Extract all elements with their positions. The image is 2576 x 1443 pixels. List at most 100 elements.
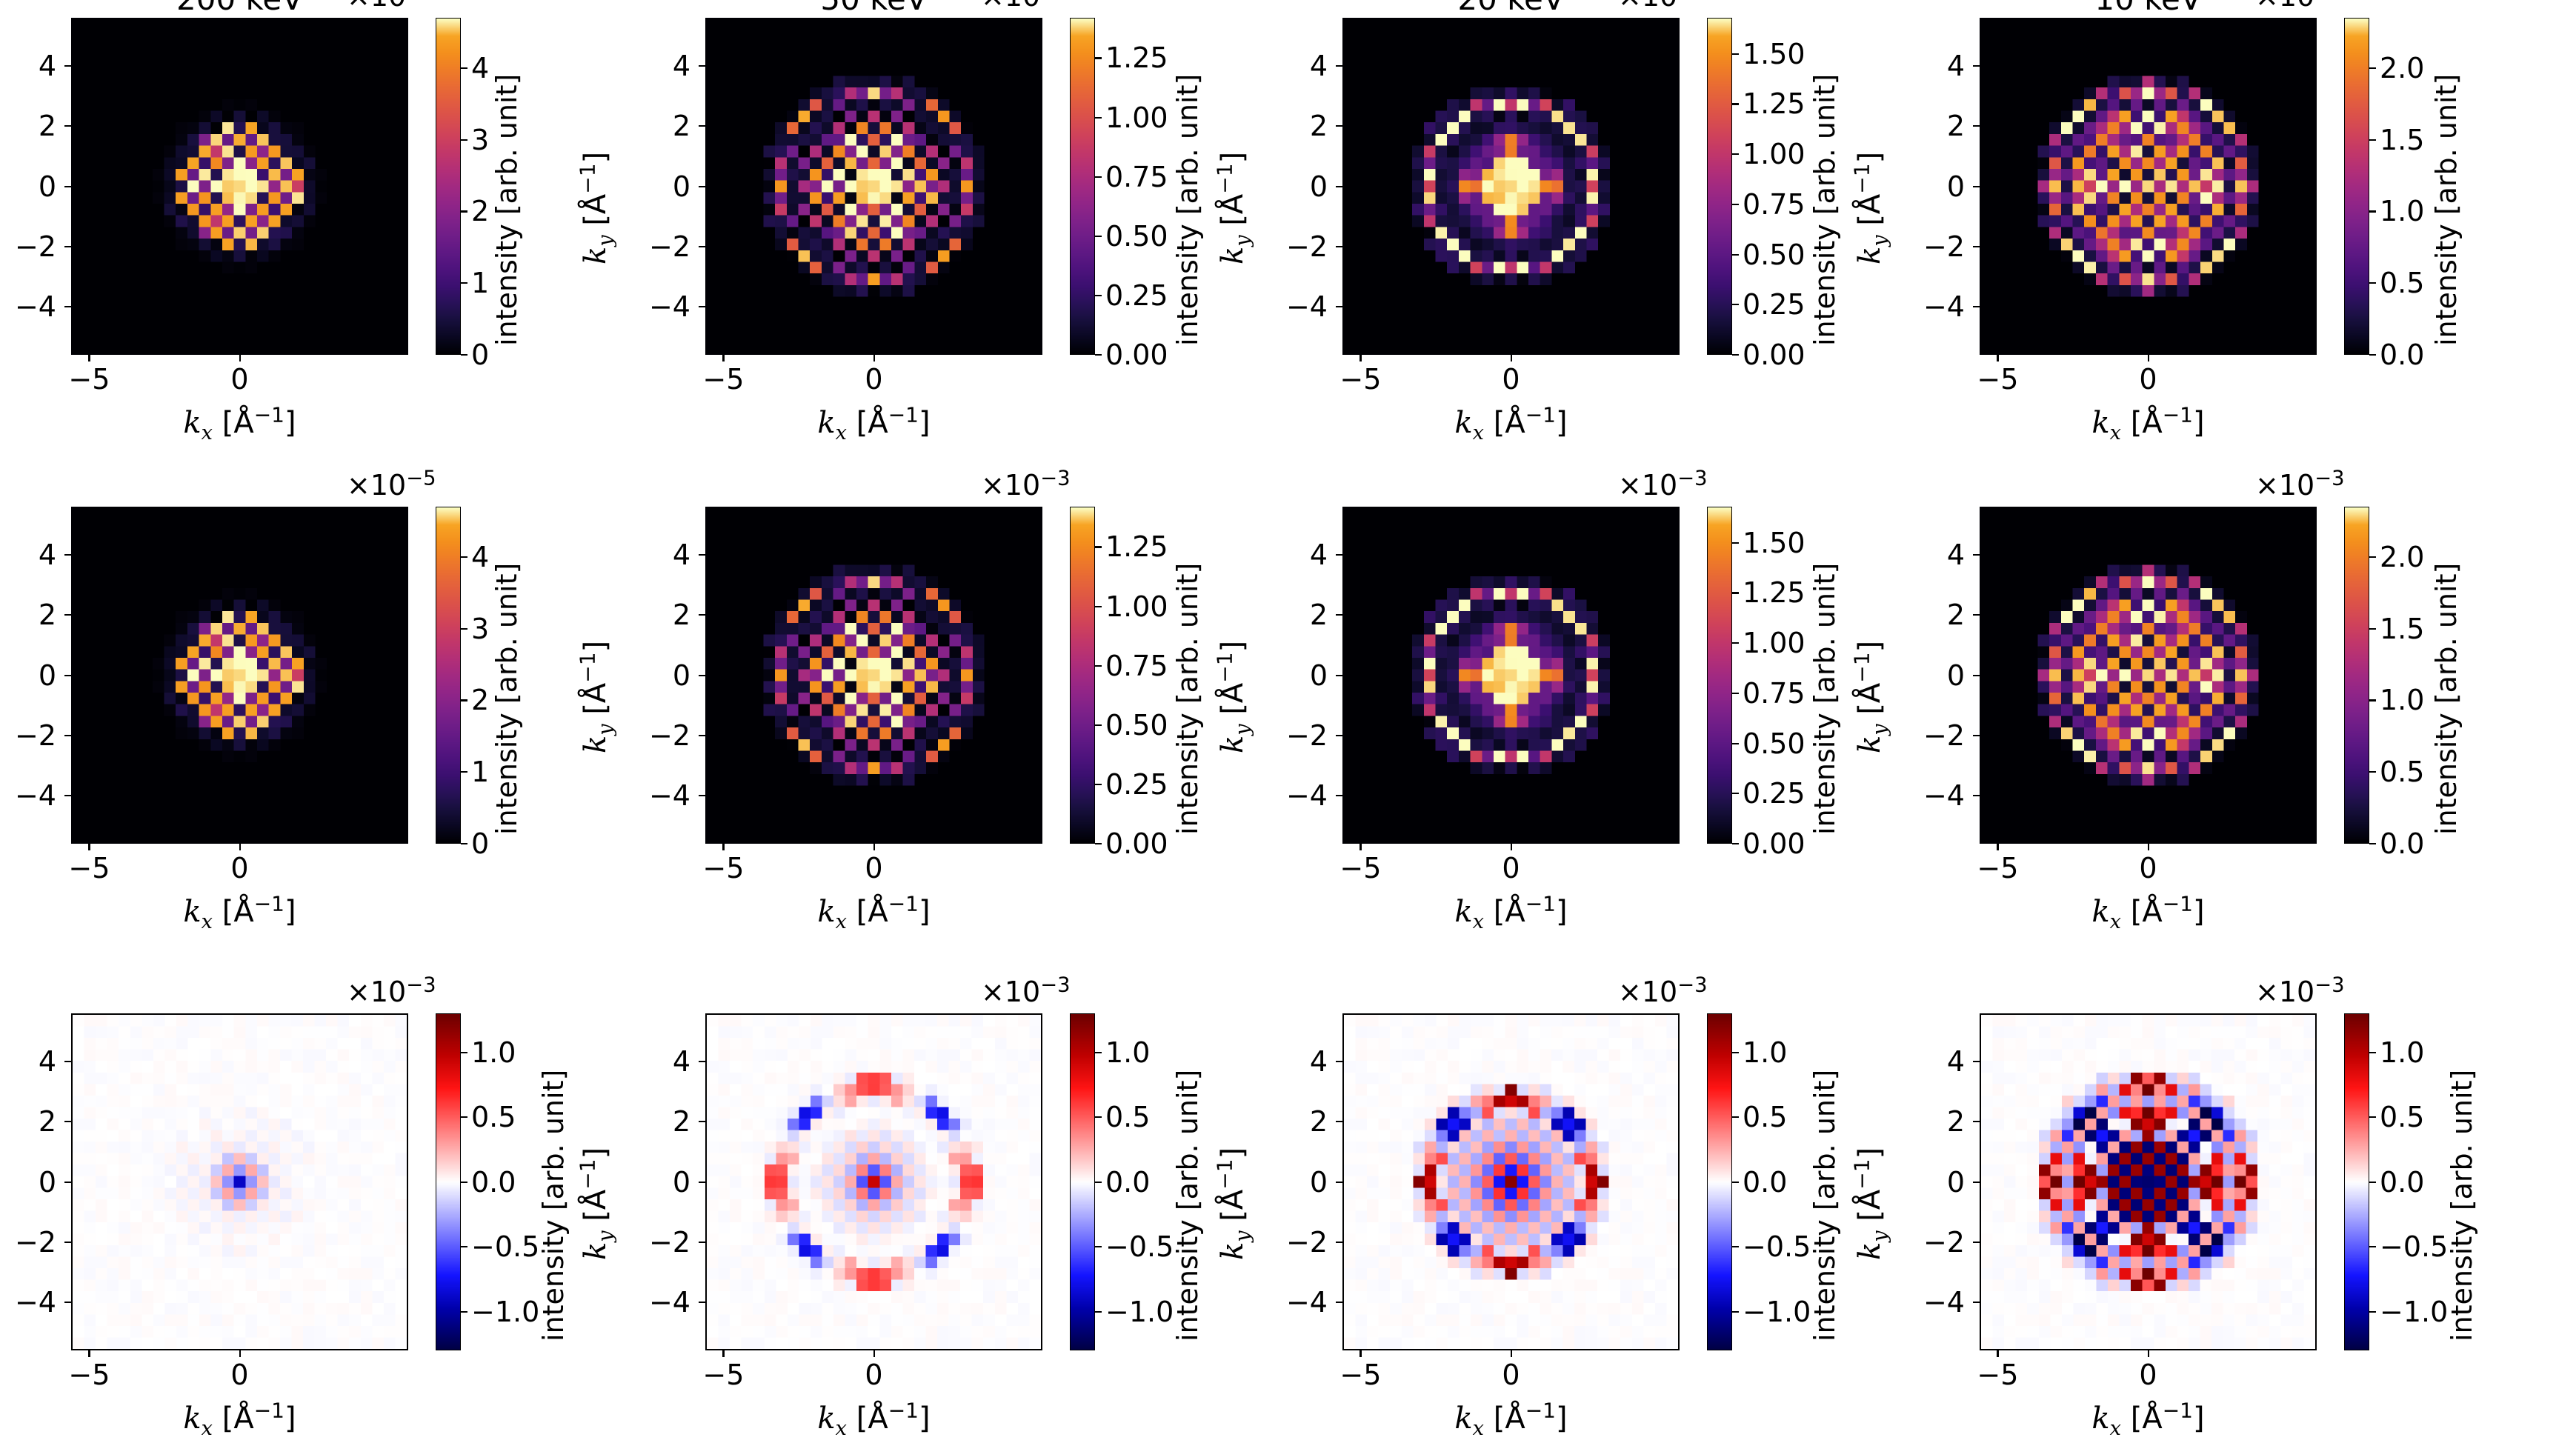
y-tickmark	[699, 125, 705, 127]
exp-power: −3	[2314, 467, 2345, 490]
y-tick-label: −4	[648, 1286, 690, 1319]
colorbar-tickmark	[1732, 793, 1739, 795]
colorbar	[2344, 1013, 2369, 1350]
y-tick-label: 0	[1309, 659, 1328, 692]
colorbar-tickmark	[461, 843, 467, 845]
colorbar-tick-label: −1.0	[2380, 1295, 2449, 1328]
heatmap-axes	[705, 1013, 1042, 1350]
y-tickmark	[64, 65, 71, 67]
exp-mantissa: ×10	[2255, 976, 2315, 1008]
colorbar-tick-label: 1.0	[2380, 684, 2425, 717]
colorbar-tickmark	[1095, 783, 1102, 786]
exp-mantissa: ×10	[2255, 0, 2314, 13]
colorbar	[1070, 1013, 1095, 1350]
x-tick-label: 0	[2139, 852, 2157, 884]
colorbar	[1070, 18, 1095, 355]
colorbar-exponent-label: ×10−3	[2255, 0, 2345, 10]
exp-power: −5	[406, 0, 436, 1]
y-tickmark	[1973, 1061, 1980, 1063]
y-tickmark	[64, 1302, 71, 1304]
colorbar-tick-label: 0.25	[1105, 767, 1168, 801]
y-tickmark	[699, 185, 705, 187]
y-axis-caption: ky [Å−1]	[1849, 640, 1891, 753]
y-tickmark	[1336, 245, 1342, 247]
colorbar-tick-label: 0.5	[2380, 756, 2425, 789]
heatmap-canvas	[1981, 1015, 2315, 1349]
colorbar-tick-label: 4	[471, 51, 490, 84]
x-tickmark	[1359, 1350, 1362, 1357]
y-tickmark	[699, 65, 705, 67]
colorbar-tickmark	[461, 210, 467, 213]
colorbar-tick-label: 1.0	[1105, 1036, 1151, 1069]
colorbar-gradient	[1708, 19, 1731, 354]
y-tick-label: −4	[14, 1286, 56, 1319]
colorbar-tick-label: 1.25	[1105, 530, 1168, 564]
y-tick-label: 2	[672, 1105, 690, 1139]
y-tick-label: −4	[1923, 1286, 1965, 1319]
x-tickmark	[239, 355, 241, 361]
colorbar-exponent-label: ×10−3	[981, 0, 1071, 10]
colorbar-tick-label: 1.25	[1743, 576, 1805, 610]
exp-power: −5	[406, 467, 436, 490]
y-tick-label: −4	[14, 779, 56, 812]
colorbar-tickmark	[1095, 354, 1102, 356]
colorbar-gradient	[2345, 507, 2369, 843]
exp-mantissa: ×10	[1618, 469, 1678, 501]
y-tick-label: 0	[1946, 659, 1965, 692]
y-tick-label: 0	[38, 659, 56, 692]
y-tickmark	[1973, 1241, 1980, 1243]
colorbar-exponent-label: ×10−3	[981, 975, 1071, 1008]
y-tick-label: −2	[1285, 1225, 1328, 1259]
x-tickmark	[88, 844, 90, 850]
colorbar-exponent-label: ×10−3	[347, 975, 436, 1006]
heatmap-canvas	[1980, 18, 2317, 355]
y-tick-label: 2	[1309, 599, 1328, 632]
colorbar-tickmark	[2369, 282, 2376, 284]
x-tick-label: −5	[702, 1359, 745, 1391]
colorbar-caption: intensity [arb. unit]	[1171, 562, 1204, 835]
x-tick-label: −5	[68, 1359, 110, 1391]
y-tick-label: −4	[648, 290, 690, 323]
y-tick-label: −4	[14, 290, 56, 323]
colorbar-tickmark	[1732, 692, 1739, 695]
y-axis-caption: ky [Å−1]	[575, 640, 617, 753]
y-axis-caption: ky [Å−1]	[575, 151, 617, 264]
colorbar-tick-label: −0.5	[1743, 1230, 1811, 1263]
y-tick-label: −2	[648, 1225, 690, 1259]
colorbar	[2344, 507, 2369, 844]
heatmap-canvas	[1342, 507, 1680, 844]
y-tick-label: 4	[1309, 539, 1328, 571]
colorbar-gradient	[1071, 507, 1094, 843]
colorbar-gradient	[1708, 507, 1731, 843]
panel-title: 10 keV	[1980, 0, 2317, 15]
colorbar-tickmark	[461, 1051, 467, 1053]
colorbar-tick-label: 0.25	[1105, 279, 1168, 312]
colorbar-tick-label: −0.5	[2380, 1230, 2449, 1263]
colorbar-tickmark	[1095, 1116, 1102, 1119]
y-tick-label: 0	[1309, 170, 1328, 203]
exp-power: −3	[2314, 0, 2344, 1]
colorbar-tickmark	[2369, 1310, 2376, 1313]
colorbar-tickmark	[1732, 742, 1739, 744]
x-tick-label: 0	[1502, 1359, 1520, 1391]
exp-mantissa: ×10	[981, 976, 1041, 1008]
colorbar-tickmark	[1095, 1246, 1102, 1248]
y-tickmark	[1336, 734, 1342, 736]
heatmap-axes	[1342, 507, 1680, 844]
y-tick-label: 0	[1309, 1165, 1328, 1199]
x-axis-caption: kx [Å−1]	[817, 1398, 931, 1440]
y-tickmark	[1973, 795, 1980, 797]
panel-title: 20 keV	[1342, 0, 1680, 15]
x-tick-label: 0	[865, 1359, 883, 1391]
colorbar-tickmark	[1095, 843, 1102, 845]
colorbar-tick-label: 0.0	[2380, 339, 2425, 371]
colorbar-tick-label: 2	[471, 195, 490, 228]
x-tickmark	[1510, 1350, 1512, 1357]
y-tick-label: 4	[1946, 50, 1965, 82]
x-tickmark	[722, 355, 725, 361]
colorbar-tick-label: 0.00	[1105, 339, 1168, 371]
colorbar-tickmark	[1732, 53, 1739, 55]
